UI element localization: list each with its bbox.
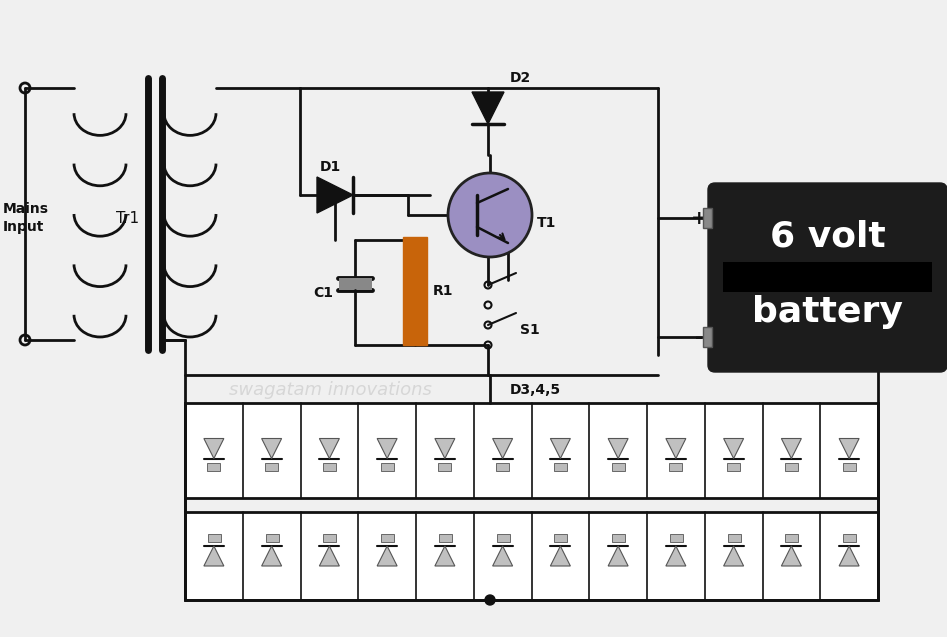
Circle shape xyxy=(485,595,495,605)
Text: D3,4,5: D3,4,5 xyxy=(510,383,562,397)
Text: D2: D2 xyxy=(510,71,531,85)
Polygon shape xyxy=(724,546,743,566)
FancyBboxPatch shape xyxy=(403,237,427,345)
FancyBboxPatch shape xyxy=(785,462,798,471)
FancyBboxPatch shape xyxy=(670,462,683,471)
Polygon shape xyxy=(317,177,353,213)
FancyBboxPatch shape xyxy=(339,278,372,290)
FancyBboxPatch shape xyxy=(323,462,336,471)
Polygon shape xyxy=(261,546,281,566)
Text: S1: S1 xyxy=(520,323,540,337)
Text: 6 volt: 6 volt xyxy=(770,219,885,253)
FancyBboxPatch shape xyxy=(843,534,856,542)
Polygon shape xyxy=(319,438,339,459)
FancyBboxPatch shape xyxy=(323,534,336,542)
FancyBboxPatch shape xyxy=(843,462,856,471)
Text: R1: R1 xyxy=(433,284,454,298)
Polygon shape xyxy=(261,438,281,459)
Polygon shape xyxy=(724,438,743,459)
Text: swagatam innovations: swagatam innovations xyxy=(228,381,432,399)
FancyBboxPatch shape xyxy=(554,534,567,542)
Polygon shape xyxy=(319,546,339,566)
Text: Tr1: Tr1 xyxy=(116,210,139,225)
Polygon shape xyxy=(608,438,628,459)
Text: battery: battery xyxy=(752,295,902,329)
FancyBboxPatch shape xyxy=(703,208,712,228)
Polygon shape xyxy=(781,546,801,566)
Text: -: - xyxy=(695,327,703,347)
FancyBboxPatch shape xyxy=(785,534,798,542)
FancyBboxPatch shape xyxy=(723,262,932,292)
Text: Mains
Input: Mains Input xyxy=(3,202,49,234)
FancyBboxPatch shape xyxy=(703,327,712,347)
FancyBboxPatch shape xyxy=(496,534,509,542)
Polygon shape xyxy=(550,438,570,459)
Polygon shape xyxy=(435,546,455,566)
Polygon shape xyxy=(608,546,628,566)
Polygon shape xyxy=(377,546,397,566)
Text: C1: C1 xyxy=(313,285,333,299)
FancyBboxPatch shape xyxy=(496,462,509,471)
FancyBboxPatch shape xyxy=(612,534,625,542)
FancyBboxPatch shape xyxy=(554,462,567,471)
Polygon shape xyxy=(839,546,859,566)
Circle shape xyxy=(448,173,532,257)
Polygon shape xyxy=(435,438,455,459)
Polygon shape xyxy=(666,438,686,459)
FancyBboxPatch shape xyxy=(381,534,394,542)
FancyBboxPatch shape xyxy=(727,534,741,542)
FancyBboxPatch shape xyxy=(438,462,452,471)
FancyBboxPatch shape xyxy=(708,183,947,372)
FancyBboxPatch shape xyxy=(207,462,221,471)
Text: T1: T1 xyxy=(537,216,557,230)
FancyBboxPatch shape xyxy=(265,534,278,542)
Text: D1: D1 xyxy=(319,160,341,174)
Polygon shape xyxy=(781,438,801,459)
FancyBboxPatch shape xyxy=(670,534,683,542)
FancyBboxPatch shape xyxy=(265,462,278,471)
Polygon shape xyxy=(492,546,512,566)
FancyBboxPatch shape xyxy=(381,462,394,471)
Polygon shape xyxy=(492,438,512,459)
Polygon shape xyxy=(204,438,223,459)
Polygon shape xyxy=(666,546,686,566)
FancyBboxPatch shape xyxy=(612,462,625,471)
FancyBboxPatch shape xyxy=(727,462,741,471)
FancyBboxPatch shape xyxy=(438,534,452,542)
Polygon shape xyxy=(204,546,223,566)
Bar xyxy=(185,403,878,498)
Polygon shape xyxy=(550,546,570,566)
FancyBboxPatch shape xyxy=(208,534,221,542)
Polygon shape xyxy=(839,438,859,459)
Text: +: + xyxy=(690,208,707,227)
Polygon shape xyxy=(377,438,397,459)
Polygon shape xyxy=(472,92,504,124)
Bar xyxy=(185,512,878,600)
